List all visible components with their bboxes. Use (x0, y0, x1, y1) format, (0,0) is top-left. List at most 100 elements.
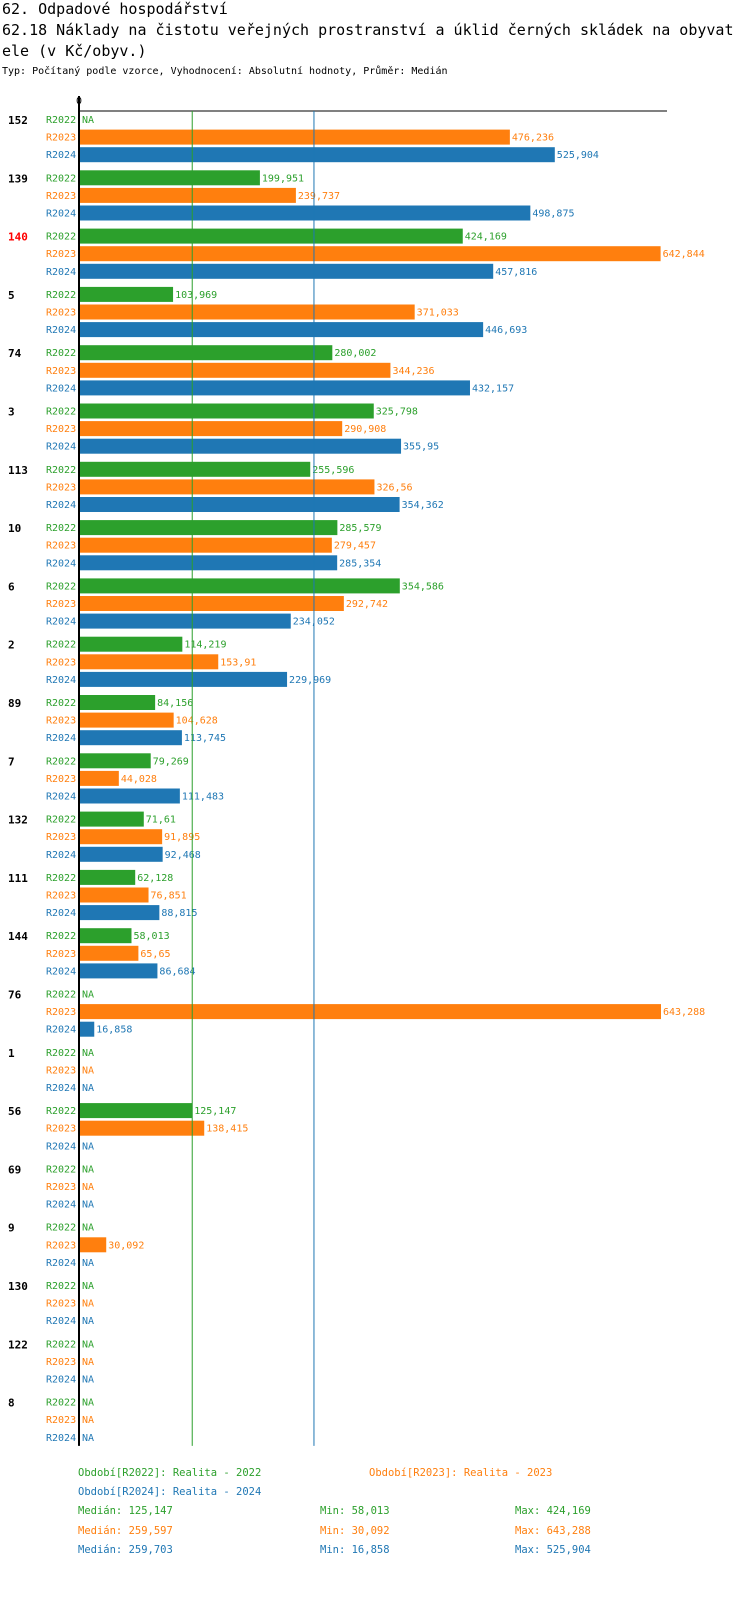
data-label: 153,91 (220, 657, 256, 668)
series-label: R2022 (46, 1339, 76, 1350)
bar (79, 438, 402, 454)
bar (79, 671, 288, 687)
na-label: NA (82, 1182, 94, 1193)
bar (79, 963, 158, 979)
series-label: R2024 (46, 1258, 76, 1269)
series-label: R2022 (46, 1048, 76, 1059)
data-label: 104,628 (176, 716, 218, 727)
bar (79, 479, 375, 495)
bar (79, 712, 174, 728)
category-label: 144 (8, 930, 28, 943)
series-label: R2023 (46, 366, 76, 377)
data-label: 79,269 (153, 756, 189, 767)
data-label: 255,596 (312, 465, 354, 476)
data-label: 138,415 (206, 1124, 248, 1135)
series-label: R2024 (46, 733, 76, 744)
category-label: 3 (8, 406, 15, 419)
na-label: NA (82, 1065, 94, 1076)
data-label: 643,288 (663, 1007, 705, 1018)
data-label: 62,128 (137, 873, 173, 884)
series-label: R2022 (46, 232, 76, 243)
data-label: 111,483 (182, 792, 224, 803)
category-label: 76 (8, 989, 22, 1002)
series-label: R2023 (46, 832, 76, 843)
series-label: R2022 (46, 990, 76, 1001)
category-label: 122 (8, 1338, 28, 1351)
na-label: NA (82, 1048, 94, 1059)
series-label: R2023 (46, 1240, 76, 1251)
series-label: R2024 (46, 267, 76, 278)
series-label: R2022 (46, 465, 76, 476)
data-label: 91,895 (164, 832, 200, 843)
bar (79, 263, 494, 279)
data-label: 279,457 (334, 541, 376, 552)
series-label: R2022 (46, 931, 76, 942)
legend-r2022-period: Období[R2022]: Realita - 2022 (78, 1467, 262, 1479)
series-label: R2022 (46, 1106, 76, 1117)
bar (79, 170, 260, 186)
na-label: NA (82, 1141, 94, 1152)
bar (79, 1021, 95, 1037)
data-label: 239,737 (298, 191, 340, 202)
bar (79, 1120, 205, 1136)
series-label: R2022 (46, 523, 76, 534)
data-label: 432,157 (472, 383, 514, 394)
na-label: NA (82, 1223, 94, 1234)
bar (79, 945, 139, 961)
series-label: R2022 (46, 815, 76, 826)
stat-r2024-median: Medián: 259,703 (78, 1544, 173, 1556)
data-label: 371,033 (417, 308, 459, 319)
category-label: 7 (8, 755, 15, 768)
na-label: NA (82, 1281, 94, 1292)
legend-r2023-period: Období[R2023]: Realita - 2023 (369, 1467, 553, 1479)
na-label: NA (82, 1083, 94, 1094)
bar (79, 304, 415, 320)
chart-title-line2: ele (v Kč/obyv.) (2, 42, 147, 60)
na-label: NA (82, 1357, 94, 1368)
series-label: R2023 (46, 424, 76, 435)
stat-r2022-min: Min: 58,013 (320, 1505, 390, 1517)
data-label: 326,56 (376, 482, 412, 493)
series-label: R2024 (46, 325, 76, 336)
data-label: 285,579 (339, 523, 381, 534)
category-label: 111 (8, 872, 28, 885)
bar (79, 1004, 661, 1020)
data-label: 285,354 (339, 558, 381, 569)
series-label: R2023 (46, 949, 76, 960)
data-label: 292,742 (346, 599, 388, 610)
category-label: 56 (8, 1105, 22, 1118)
stat-r2023-median: Medián: 259,597 (78, 1525, 173, 1537)
category-label: 132 (8, 814, 28, 827)
data-label: 457,816 (495, 267, 537, 278)
category-label: 139 (8, 172, 28, 185)
series-label: R2024 (46, 1025, 76, 1036)
data-label: 92,468 (165, 850, 201, 861)
series-label: R2022 (46, 698, 76, 709)
series-label: R2024 (46, 383, 76, 394)
bar (79, 811, 144, 827)
series-label: R2024 (46, 966, 76, 977)
na-label: NA (82, 1164, 94, 1175)
data-label: 476,236 (512, 133, 554, 144)
bar (79, 380, 470, 396)
bar (79, 246, 661, 262)
data-label: 113,745 (184, 733, 226, 744)
bar (79, 770, 119, 786)
series-label: R2024 (46, 1433, 76, 1444)
series-label: R2024 (46, 1083, 76, 1094)
stat-r2023-min: Min: 30,092 (320, 1525, 390, 1537)
category-label: 74 (8, 347, 22, 360)
data-label: 114,219 (184, 640, 226, 651)
series-label: R2023 (46, 716, 76, 727)
category-label: 152 (8, 114, 28, 127)
series-label: R2023 (46, 1182, 76, 1193)
na-label: NA (82, 990, 94, 1001)
bar (79, 695, 156, 710)
bar (79, 345, 333, 361)
series-label: R2024 (46, 1200, 76, 1211)
series-label: R2022 (46, 640, 76, 651)
category-label: 89 (8, 697, 21, 710)
data-label: 424,169 (465, 232, 507, 243)
data-label: 30,092 (108, 1240, 144, 1251)
series-label: R2022 (46, 873, 76, 884)
